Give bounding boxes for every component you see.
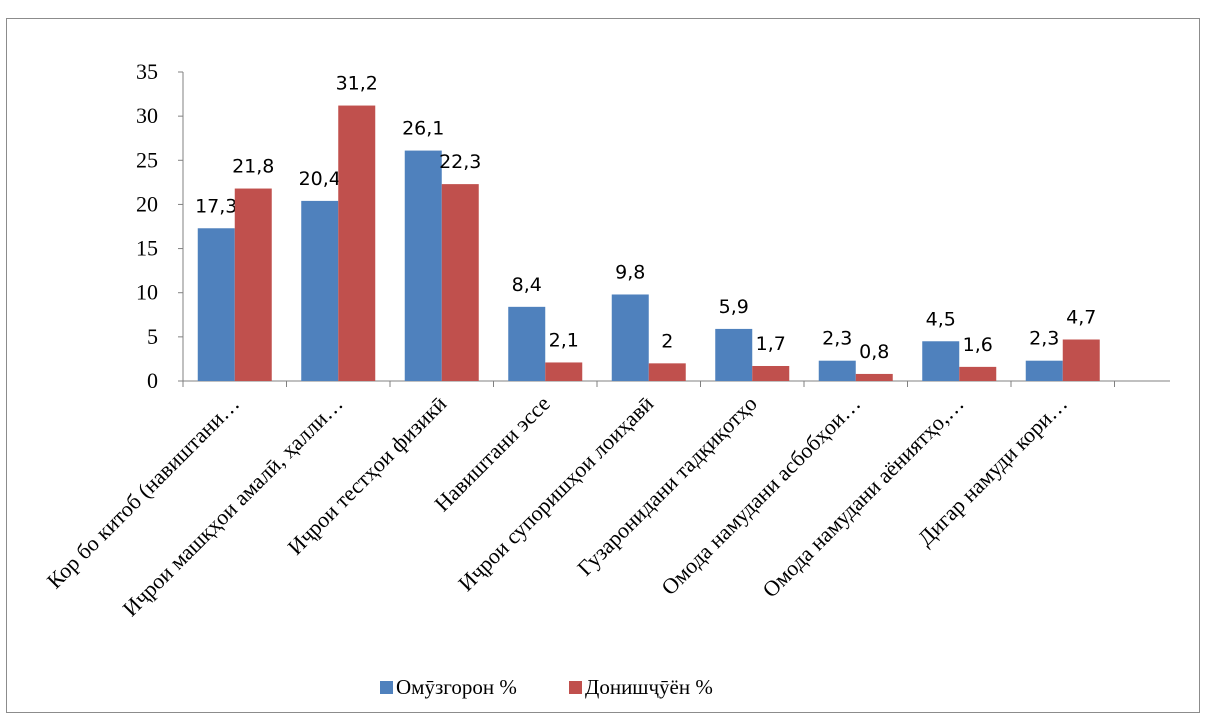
bar-teachers (197, 228, 235, 381)
bar-teachers (301, 200, 339, 381)
y-tick-label: 5 (147, 324, 158, 349)
x-tick-label: Иҷрои супоришҳои лоиҳавӣ (453, 391, 658, 596)
y-tick-label: 15 (136, 236, 158, 261)
bar-students (441, 184, 479, 381)
bar-teachers (922, 341, 960, 381)
x-tick-label: Иҷрои машқҳои амалӣ, ҳалли… (118, 391, 348, 621)
data-label: 2 (661, 330, 673, 352)
bar-students (648, 363, 686, 381)
bar-students (234, 188, 272, 381)
bar-teachers (715, 328, 753, 381)
data-label: 4,5 (926, 308, 956, 330)
x-tick-label: Гузаронидани тадқиқотҳо (572, 391, 762, 581)
data-label: 2,1 (549, 329, 579, 351)
data-label: 20,4 (299, 168, 341, 190)
data-label: 2,3 (1029, 328, 1059, 350)
data-label: 17,3 (195, 195, 237, 217)
data-label: 31,2 (336, 73, 378, 95)
bar-teachers (611, 294, 649, 381)
data-label: 1,6 (963, 334, 993, 356)
x-tick-label: Омода намудани аёниятҳо,… (757, 391, 968, 602)
bar-teachers (508, 306, 546, 381)
data-label: 4,7 (1066, 307, 1096, 329)
bar-students (1062, 339, 1100, 381)
legend-label: Донишҷӯён % (585, 675, 713, 699)
data-label: 0,8 (859, 341, 889, 363)
data-label: 22,3 (439, 151, 481, 173)
x-tick-label: Кор бо китоб (навиштани… (42, 391, 245, 594)
y-tick-label: 30 (136, 103, 158, 128)
data-label: 26,1 (402, 118, 444, 140)
data-label: 21,8 (232, 156, 274, 178)
data-label: 1,7 (756, 333, 786, 355)
bar-teachers (404, 150, 442, 381)
data-label: 5,9 (719, 296, 749, 318)
bar-teachers (1025, 360, 1063, 381)
y-tick-label: 0 (147, 368, 158, 393)
y-tick-label: 20 (136, 191, 158, 216)
y-tick-label: 10 (136, 280, 158, 305)
bar-students (545, 362, 583, 381)
data-label: 9,8 (615, 261, 645, 283)
bar-students (959, 366, 997, 381)
data-label: 8,4 (512, 274, 542, 296)
bar-teachers (818, 360, 856, 381)
bar-students (752, 365, 790, 381)
x-tick-label: Омода намудани асбобҳои… (656, 391, 865, 600)
legend-swatch (380, 681, 393, 694)
bar-students (855, 373, 893, 381)
data-label: 2,3 (822, 328, 852, 350)
bar-students (338, 105, 376, 381)
legend-swatch (569, 681, 582, 694)
legend-label: Омӯзгорон % (396, 675, 517, 699)
y-tick-label: 35 (136, 59, 158, 84)
y-tick-label: 25 (136, 147, 158, 172)
